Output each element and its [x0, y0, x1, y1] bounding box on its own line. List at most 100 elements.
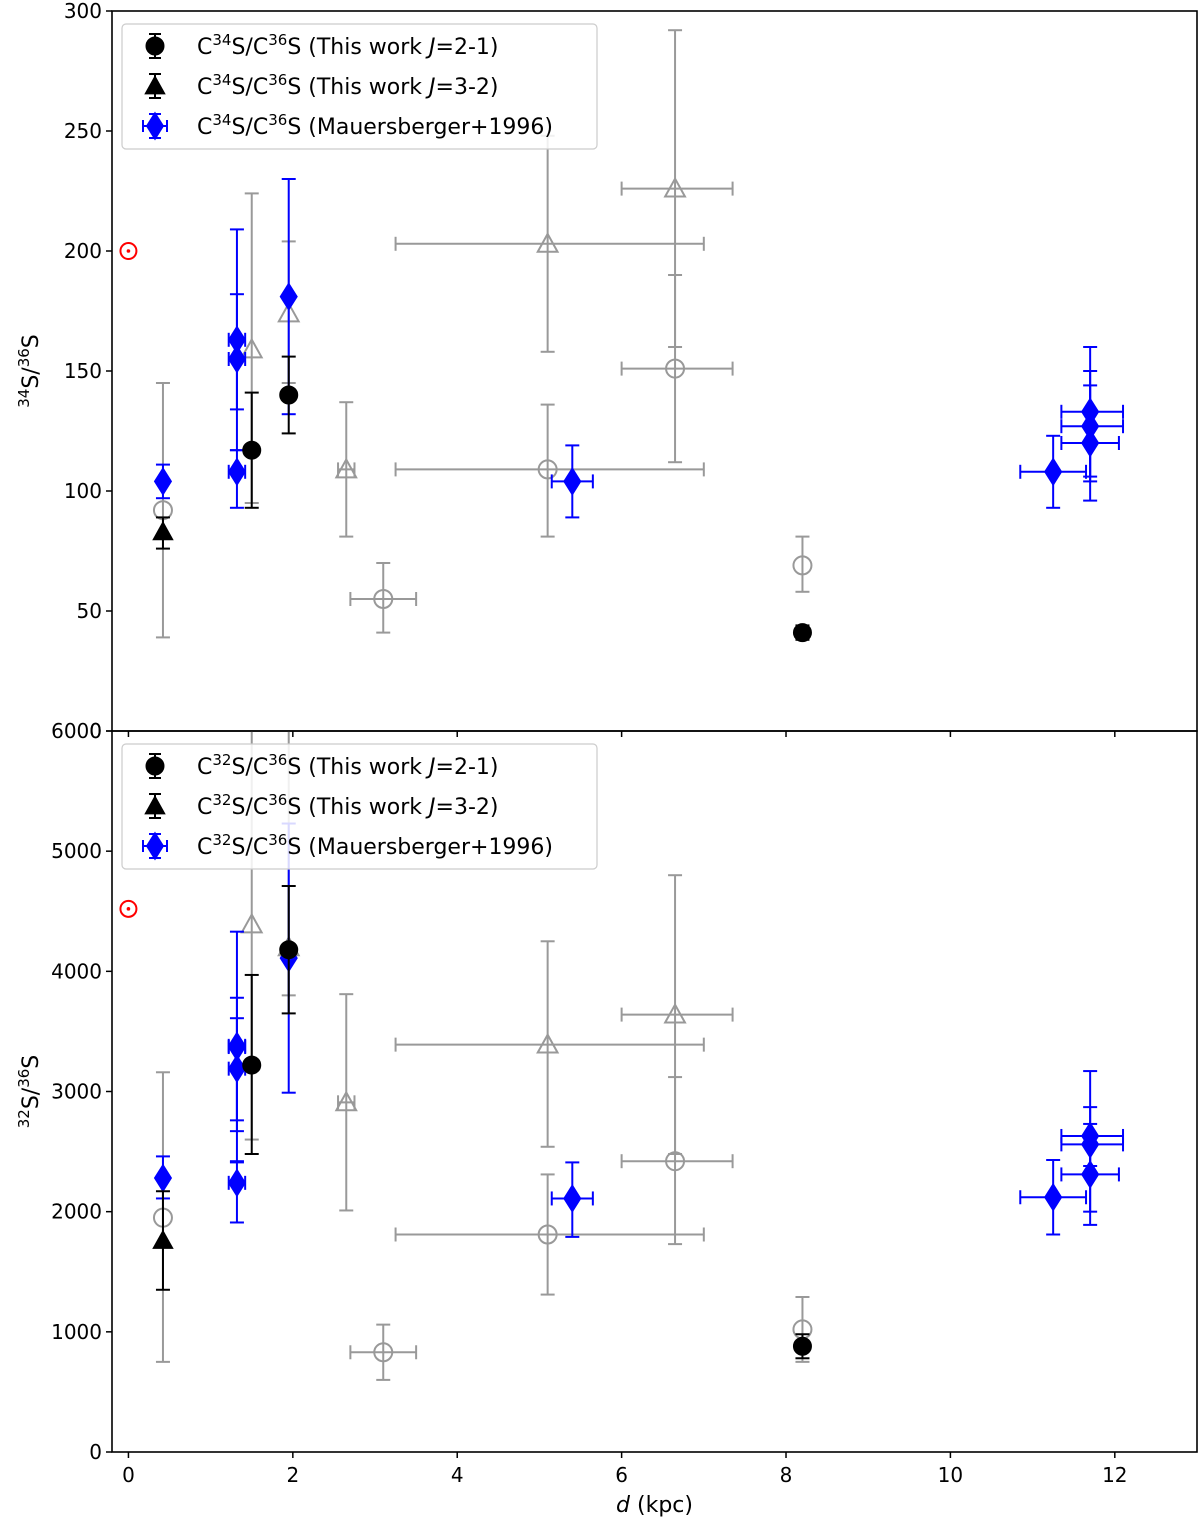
text-part: J	[425, 795, 436, 820]
sun-symbol	[119, 899, 138, 918]
text-part: S (This work	[287, 35, 429, 60]
text-part: S (This work	[287, 75, 429, 100]
circle-marker	[145, 756, 165, 776]
text-part: 32	[212, 831, 231, 849]
triangle-marker	[144, 75, 166, 95]
triangle-marker	[536, 1032, 560, 1054]
x-tick-label: 10	[938, 1463, 963, 1487]
text-part: S (This work	[287, 795, 429, 820]
text-part: S/	[19, 367, 44, 389]
circle-marker	[279, 940, 299, 960]
legend-entry: C32S/C36S (This work J=2-1)	[145, 751, 499, 780]
x-tick-label: 2	[286, 1463, 299, 1487]
diamond-marker	[145, 111, 165, 141]
text-part: 34	[212, 111, 231, 129]
legend-entry: C34S/C36S (This work J=3-2)	[144, 71, 499, 100]
text-part: C	[197, 795, 212, 820]
legend-entry: C32S/C36S (This work J=3-2)	[144, 791, 499, 820]
circle-marker	[242, 1055, 262, 1075]
text-part: 36	[15, 1069, 33, 1088]
y-tick-label: 200	[64, 239, 102, 263]
circle-marker	[792, 623, 812, 643]
text-part: 34	[212, 31, 231, 49]
x-tick-label: 8	[780, 1463, 793, 1487]
y-tick-label: 300	[64, 0, 102, 23]
legend-label: C34S/C36S (Mauersberger+1996)	[197, 111, 553, 140]
text-part: 36	[15, 348, 33, 367]
triangle-marker	[536, 231, 560, 253]
triangle-marker	[240, 337, 264, 359]
text-part: S	[19, 1055, 44, 1069]
text-part: 36	[268, 71, 287, 89]
triangle-marker	[334, 457, 358, 479]
diamond-marker	[227, 1168, 247, 1198]
plot-area	[119, 731, 1125, 1381]
text-part: 32	[212, 791, 231, 809]
series-this-work-j-2-1	[242, 355, 812, 643]
text-part: =2-1)	[436, 35, 499, 60]
y-tick-label: 250	[64, 119, 102, 143]
x-tick-label: 0	[122, 1463, 135, 1487]
triangle-marker	[144, 795, 166, 815]
diamond-marker	[1081, 1121, 1100, 1151]
text-part: C	[197, 755, 212, 780]
text-part: =3-2)	[436, 75, 499, 100]
text-part: S (Mauersberger+1996)	[287, 835, 553, 860]
diamond-marker	[1044, 457, 1063, 487]
text-part: S/C	[231, 795, 268, 820]
triangle-marker	[152, 520, 174, 541]
text-part: C	[197, 115, 212, 140]
circle-marker	[537, 1224, 558, 1245]
text-part: S/C	[231, 75, 268, 100]
diamond-marker	[1044, 1182, 1063, 1212]
text-part: C	[197, 835, 212, 860]
y-tick-label: 6000	[51, 719, 102, 743]
diamond-marker	[227, 1031, 247, 1061]
y-axis-label: 32S/36S	[15, 1055, 44, 1129]
text-part: S	[19, 334, 44, 348]
diamond-marker	[279, 282, 298, 312]
legend-entry: C34S/C36S (Mauersberger+1996)	[142, 111, 553, 141]
series-this-work-j-2-1	[242, 885, 812, 1360]
diamond-marker	[227, 325, 247, 355]
text-part: J	[425, 75, 436, 100]
y-tick-label: 50	[77, 599, 102, 623]
legend-entry: C34S/C36S (This work J=2-1)	[145, 31, 499, 60]
text-part: S/	[19, 1087, 44, 1109]
circle-marker	[373, 589, 394, 609]
series-this-work-j-2-1-gray-	[152, 274, 813, 639]
text-part: 36	[268, 751, 287, 769]
text-part: =3-2)	[436, 795, 499, 820]
text-part: =2-1)	[436, 755, 499, 780]
circle-marker	[279, 385, 299, 405]
plot-area	[119, 29, 1125, 643]
legend-entry: C32S/C36S (Mauersberger+1996)	[142, 831, 553, 861]
legend-label: C32S/C36S (This work J=2-1)	[197, 751, 499, 780]
triangle-marker	[240, 912, 264, 934]
legend-frame	[121, 23, 598, 150]
text-part: 32	[212, 751, 231, 769]
y-tick-label: 0	[89, 1440, 102, 1464]
y-axis-label: 34S/36S	[15, 334, 44, 408]
series-mauersberger-1996	[153, 178, 1125, 519]
text-part: S/C	[231, 115, 268, 140]
triangle-marker	[663, 1002, 687, 1024]
y-tick-label: 4000	[51, 959, 102, 983]
sun-symbol	[119, 242, 138, 260]
y-tick-label: 5000	[51, 839, 102, 863]
diamond-marker	[153, 466, 173, 496]
axes-frame	[111, 730, 1198, 1453]
text-part: C	[197, 35, 212, 60]
sun-symbol-dot	[126, 249, 131, 253]
text-part: S/C	[231, 755, 268, 780]
diamond-marker	[1081, 397, 1100, 427]
circle-marker	[242, 440, 262, 460]
legend-label: C32S/C36S (This work J=3-2)	[197, 791, 499, 820]
diamond-marker	[563, 1184, 582, 1213]
sun-symbol-dot	[126, 907, 131, 911]
text-part: J	[425, 755, 436, 780]
text-part: 36	[268, 111, 287, 129]
text-part: S/C	[231, 35, 268, 60]
